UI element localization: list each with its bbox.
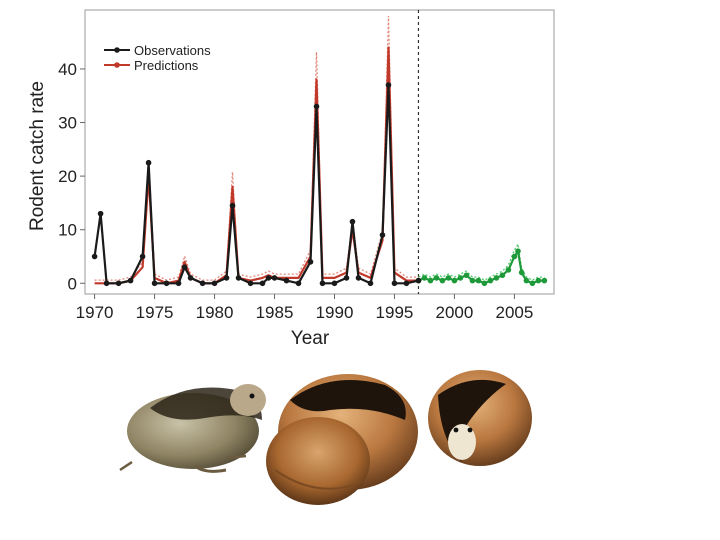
y-axis-label: Rodent catch rate: [27, 81, 48, 231]
x-tick-label: 1975: [136, 303, 174, 322]
forecast-point: [451, 277, 458, 284]
forecast-point: [505, 267, 512, 273]
observations-point: [91, 253, 98, 260]
lemming-right: [428, 370, 532, 466]
observations-point: [181, 264, 188, 271]
x-axis: 1970 1975 1980 1985 1990 1995 2000 2005: [76, 294, 534, 322]
observations-point: [391, 280, 398, 287]
lemming-illustration: [119, 370, 532, 505]
forecast-point: [499, 272, 506, 279]
observations-point: [229, 202, 236, 209]
observations-point: [247, 280, 254, 287]
x-tick-label: 1980: [196, 303, 234, 322]
observations-point: [379, 232, 386, 238]
y-tick-label: 10: [58, 221, 77, 240]
forecast-point: [457, 275, 464, 281]
observations-point: [355, 275, 362, 281]
observations-point: [307, 259, 314, 265]
observations-point: [97, 210, 104, 217]
observations-point: [313, 103, 320, 110]
legend-predictions-label: Predictions: [134, 58, 199, 73]
observations-point: [211, 280, 218, 287]
observations-point: [115, 280, 122, 287]
observations-point: [259, 280, 266, 287]
forecast-point: [518, 269, 525, 276]
observations-point: [265, 275, 272, 281]
lemming-middle: [266, 374, 418, 505]
observations-point: [283, 277, 290, 284]
y-tick-label: 20: [58, 167, 77, 186]
forecast-point: [433, 275, 440, 281]
observations-point: [235, 275, 242, 281]
forecast-point: [515, 248, 521, 254]
forecast-point: [427, 277, 434, 284]
observations-point: [385, 82, 392, 88]
observations-point: [295, 280, 302, 287]
observations-point: [349, 218, 356, 225]
observations-point: [145, 159, 152, 166]
observations-point: [199, 280, 206, 287]
forecast-band: [418, 242, 545, 281]
y-tick-label: 0: [68, 274, 77, 293]
legend: Observations Predictions: [104, 43, 211, 73]
forecast-point: [541, 277, 548, 284]
observations-point: [223, 275, 230, 281]
observations-point: [151, 280, 158, 287]
x-tick-label: 1970: [76, 303, 114, 322]
x-tick-label: 2000: [436, 303, 474, 322]
observations-point: [415, 277, 422, 284]
observations-point: [403, 280, 410, 287]
forecast-point: [535, 277, 542, 284]
observations-point: [331, 280, 338, 287]
x-tick-label: 1985: [256, 303, 294, 322]
observations-line: [93, 83, 419, 285]
x-tick-label: 1995: [376, 303, 414, 322]
x-tick-label: 2005: [496, 303, 534, 322]
forecast-point: [487, 277, 494, 284]
x-axis-label: Year: [291, 328, 330, 349]
observations-point: [319, 280, 326, 287]
observations-point: [271, 275, 278, 281]
forecast-point: [421, 275, 428, 281]
forecast-point: [523, 277, 530, 284]
x-tick-label: 1990: [316, 303, 354, 322]
observations-point: [367, 280, 374, 287]
observations-point: [175, 280, 182, 287]
observations-point: [187, 275, 194, 281]
observations-point: [343, 275, 350, 281]
series-layer: [91, 15, 548, 287]
plot-area: [84, 9, 555, 295]
y-axis: 0 10 20 30 40: [58, 60, 85, 293]
legend-predictions-marker: [114, 62, 120, 68]
forecast-point: [529, 280, 536, 287]
observations-point: [163, 280, 170, 287]
y-tick-label: 30: [58, 114, 77, 133]
forecast-point: [475, 277, 482, 284]
forecast-point: [463, 272, 470, 279]
legend-observations-marker: [114, 47, 120, 53]
observations-point: [127, 277, 134, 284]
forecast-point: [493, 275, 500, 281]
forecast-point: [469, 277, 476, 284]
forecast-point: [445, 275, 452, 281]
forecast-point: [511, 253, 518, 260]
y-tick-label: 40: [58, 60, 77, 79]
legend-observations-label: Observations: [134, 43, 211, 58]
forecast-point: [439, 277, 446, 284]
forecast-point: [481, 280, 488, 287]
lemming-left: [119, 384, 266, 473]
observations-point: [139, 253, 146, 260]
observations-point: [103, 280, 110, 287]
